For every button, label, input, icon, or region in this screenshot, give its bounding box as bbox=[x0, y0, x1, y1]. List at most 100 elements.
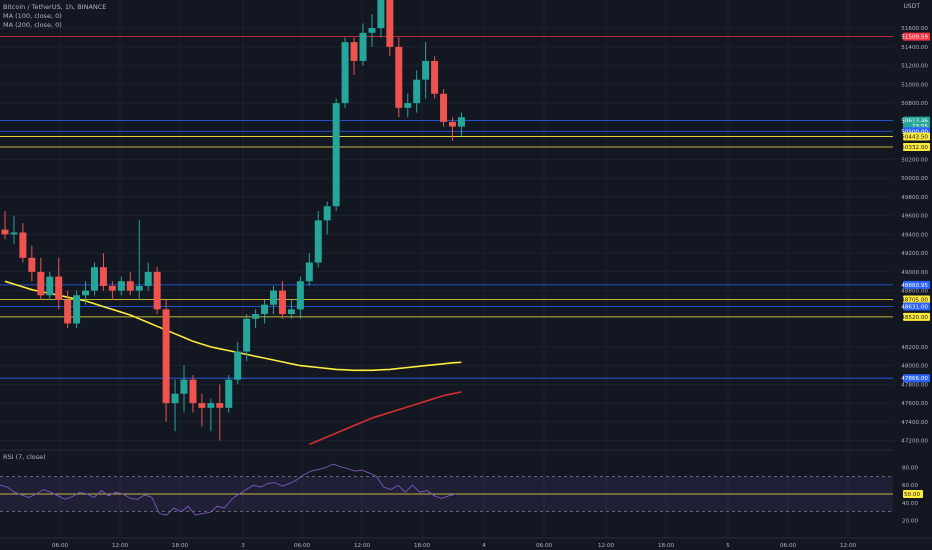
candle[interactable] bbox=[386, 0, 394, 57]
candle[interactable] bbox=[1, 210, 9, 240]
candle[interactable] bbox=[395, 37, 403, 118]
rsi-tag-box bbox=[903, 490, 923, 498]
candle[interactable] bbox=[162, 300, 170, 422]
candle[interactable] bbox=[19, 223, 27, 263]
candle[interactable] bbox=[64, 290, 72, 329]
price-tag[interactable]: 50443.50 bbox=[901, 132, 930, 141]
candle[interactable] bbox=[82, 281, 90, 305]
rsi-legend[interactable]: RSI (7, close) bbox=[3, 453, 46, 461]
candle-body bbox=[422, 60, 430, 80]
candle[interactable] bbox=[368, 14, 376, 47]
candle[interactable] bbox=[287, 300, 295, 319]
rsi-value-tag[interactable]: 50.00 bbox=[903, 490, 923, 498]
candle[interactable] bbox=[99, 253, 107, 291]
candle[interactable] bbox=[323, 201, 331, 235]
candle-body bbox=[404, 103, 412, 108]
candle[interactable] bbox=[457, 112, 465, 136]
candle[interactable] bbox=[243, 314, 251, 361]
price-tag-label: 50500.00 bbox=[901, 129, 928, 135]
price-tag[interactable]: 50332.00 bbox=[901, 143, 930, 151]
price-axis[interactable]: 51600.00 51400.00 51200.00 51000.00 50800.00… bbox=[893, 0, 932, 550]
candle-body bbox=[162, 309, 170, 404]
ma200-legend[interactable]: MA (200, close, 0) bbox=[3, 21, 62, 29]
candle[interactable] bbox=[377, 0, 385, 38]
grid-lines bbox=[0, 0, 893, 538]
candle[interactable] bbox=[270, 285, 277, 315]
candle-body bbox=[431, 60, 439, 94]
candlestick-series[interactable] bbox=[1, 0, 465, 441]
candle[interactable] bbox=[314, 210, 322, 268]
candle[interactable] bbox=[117, 276, 125, 296]
ma100-legend[interactable]: MA (100, close, 0) bbox=[3, 12, 62, 20]
price-tag[interactable]: 48860.95 bbox=[901, 280, 930, 289]
rsi-line[interactable] bbox=[0, 463, 457, 516]
candle[interactable] bbox=[305, 253, 313, 286]
candle[interactable] bbox=[422, 42, 430, 99]
candle-body bbox=[19, 232, 27, 258]
candle[interactable] bbox=[404, 93, 412, 118]
candle[interactable] bbox=[126, 271, 134, 296]
candle[interactable] bbox=[108, 281, 116, 300]
candle[interactable] bbox=[37, 257, 45, 300]
candle[interactable] bbox=[252, 309, 260, 329]
price-tick-label: 51600.00 bbox=[901, 26, 928, 32]
candle-body bbox=[73, 295, 81, 324]
candle-body bbox=[350, 42, 358, 61]
candle[interactable] bbox=[55, 257, 63, 310]
time-axis[interactable]: 06:00 12:00 18:00 3 06:00 12:00 18:00 4 06:00 12:… bbox=[0, 537, 932, 550]
price-tag[interactable]: 47866.00 bbox=[901, 374, 930, 383]
candle[interactable] bbox=[46, 271, 54, 300]
price-tag-label: 48520.00 bbox=[901, 315, 928, 321]
candle[interactable] bbox=[198, 393, 206, 427]
candle-body bbox=[189, 379, 197, 404]
candle[interactable] bbox=[341, 37, 349, 108]
candle[interactable] bbox=[278, 281, 286, 319]
candle-body bbox=[55, 276, 63, 300]
candle-body bbox=[359, 32, 367, 61]
price-tick-label: 48000.00 bbox=[901, 364, 928, 370]
candle[interactable] bbox=[234, 342, 242, 385]
candle[interactable] bbox=[10, 215, 18, 244]
price-tag[interactable]: 51509.59 bbox=[901, 32, 930, 41]
candle-body bbox=[82, 290, 90, 296]
candle[interactable] bbox=[144, 262, 152, 291]
price-tick-label: 49000.00 bbox=[901, 270, 928, 276]
price-tag-label: 48631.00 bbox=[901, 304, 928, 310]
candle[interactable] bbox=[413, 70, 421, 113]
candle[interactable] bbox=[440, 89, 448, 127]
candle[interactable] bbox=[91, 262, 98, 296]
candle[interactable] bbox=[153, 267, 161, 315]
candle[interactable] bbox=[171, 379, 179, 432]
candle[interactable] bbox=[216, 384, 224, 441]
candle[interactable] bbox=[180, 365, 188, 413]
price-tag[interactable]: 48520.00 bbox=[901, 312, 930, 321]
candle[interactable] bbox=[431, 56, 439, 99]
price-tag[interactable]: 48631.00 bbox=[901, 302, 930, 311]
ma200-line[interactable] bbox=[308, 391, 462, 446]
price-tick-label: 47400.00 bbox=[901, 420, 928, 426]
candle[interactable] bbox=[225, 375, 233, 413]
candle[interactable] bbox=[332, 98, 340, 211]
ma100-line[interactable] bbox=[4, 280, 462, 372]
candle-body bbox=[198, 403, 206, 408]
price-tick-label: 50800.00 bbox=[901, 101, 928, 107]
price-tick-label: 49400.00 bbox=[901, 232, 928, 238]
time-tick-label: 12:00 bbox=[112, 543, 129, 549]
price-tag-label: 47866.00 bbox=[901, 376, 928, 382]
candle[interactable] bbox=[189, 375, 197, 413]
candle[interactable] bbox=[359, 23, 367, 66]
candle[interactable] bbox=[449, 117, 456, 141]
price-tick-label: 49200.00 bbox=[901, 251, 928, 257]
candle[interactable] bbox=[261, 300, 269, 324]
candle[interactable] bbox=[135, 220, 143, 300]
price-tag[interactable]: 48705.00 bbox=[901, 295, 930, 304]
candle[interactable] bbox=[28, 245, 36, 282]
price-tick-label: 47800.00 bbox=[901, 382, 928, 388]
symbol-legend[interactable]: Bitcoin / TetherUS, 1h, BINANCE bbox=[3, 3, 106, 11]
candle[interactable] bbox=[350, 37, 358, 76]
candle[interactable] bbox=[73, 290, 81, 329]
candle-body bbox=[46, 276, 54, 296]
candle[interactable] bbox=[207, 398, 215, 432]
candle[interactable] bbox=[296, 276, 304, 319]
time-tick-label: 06:00 bbox=[294, 543, 311, 549]
